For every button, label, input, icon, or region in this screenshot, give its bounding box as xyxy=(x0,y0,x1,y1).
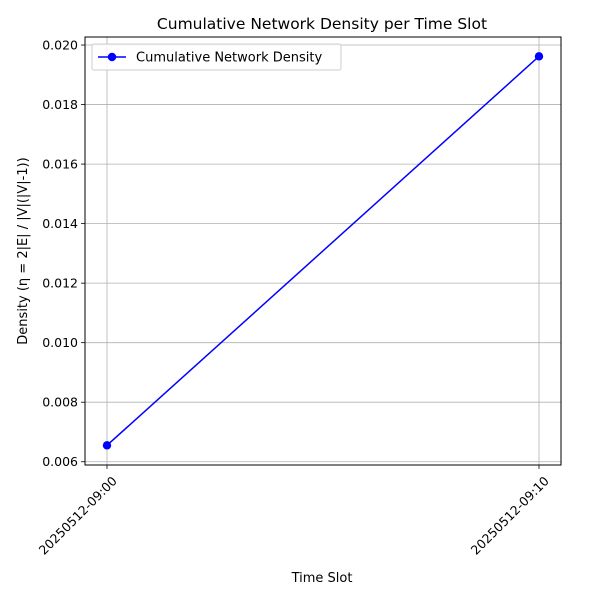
x-tick-label: 20250512-09:00 xyxy=(36,473,120,557)
x-axis-ticks: 20250512-09:00 20250512-09:10 xyxy=(36,465,552,558)
y-axis-ticks: 0.006 0.008 0.010 0.012 0.014 0.016 0.018 0.020 xyxy=(42,38,85,469)
legend-box xyxy=(91,43,342,71)
legend-marker-swatch xyxy=(107,52,117,62)
y-tick-label: 0.014 xyxy=(42,216,78,231)
y-tick-label: 0.012 xyxy=(42,276,78,291)
x-tick-label: 20250512-09:10 xyxy=(468,473,552,557)
plot-area-frame xyxy=(84,36,562,466)
series xyxy=(102,52,544,450)
series-line xyxy=(106,55,540,446)
data-point-marker xyxy=(102,441,112,450)
y-tick-label: 0.010 xyxy=(42,335,78,350)
grid xyxy=(85,37,561,465)
legend-entry-label: Cumulative Network Density xyxy=(136,51,322,66)
y-tick-label: 0.006 xyxy=(42,454,78,469)
y-tick-label: 0.018 xyxy=(42,97,78,112)
y-tick-label: 0.020 xyxy=(42,38,78,53)
y-tick-label: 0.016 xyxy=(42,157,78,172)
y-axis-label: Density (η = 2|E| / |V|(|V|-1)) xyxy=(16,157,31,344)
data-point-marker xyxy=(534,52,544,61)
x-axis-label: Time Slot xyxy=(291,571,353,586)
y-tick-label: 0.008 xyxy=(42,395,78,410)
chart-title: Cumulative Network Density per Time Slot xyxy=(157,15,487,33)
legend: Cumulative Network Density xyxy=(91,43,342,71)
